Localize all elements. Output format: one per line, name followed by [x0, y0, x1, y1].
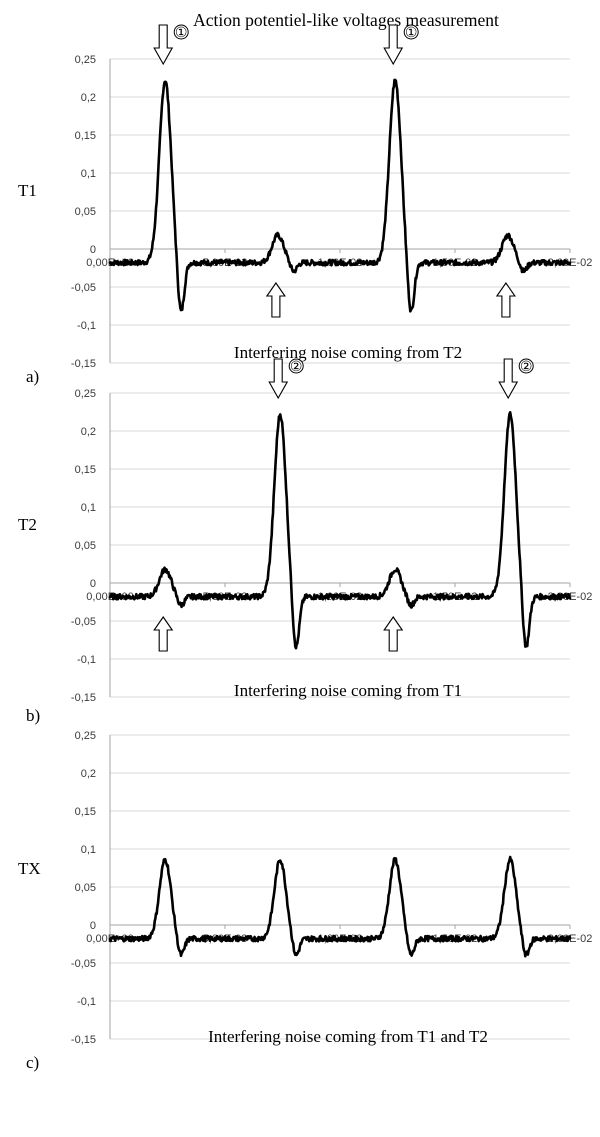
y-tick-label: -0,1 — [77, 320, 96, 332]
source-badge — [173, 24, 189, 40]
y-tick-label: -0,1 — [77, 654, 96, 666]
y-tick-label: 0,05 — [75, 206, 96, 218]
y-tick-label: 0,15 — [75, 130, 96, 142]
chart-panel-2: 0,250,20,150,10,050-0,05-0,1-0,150,00E+0… — [18, 358, 592, 725]
figure-title: Action potentiel-like voltages measureme… — [193, 10, 499, 30]
source-badge — [403, 24, 419, 40]
y-tick-label: 0,1 — [81, 844, 96, 856]
pulse-arrow-down — [498, 358, 519, 400]
noise-arrow-up — [265, 282, 286, 318]
chart-panel-1: 0,250,20,150,10,050-0,05-0,1-0,150,00E+0… — [18, 24, 592, 386]
source-badge — [518, 358, 534, 374]
pulse-arrow-down — [268, 358, 289, 400]
source-number: ② — [520, 360, 533, 375]
y-tick-label: -0,05 — [71, 958, 96, 970]
y-tick-label: -0,05 — [71, 282, 96, 294]
y-tick-label: 0,05 — [75, 540, 96, 552]
panel-label: b) — [26, 706, 40, 725]
source-badge — [288, 358, 304, 374]
panel-label: c) — [26, 1053, 39, 1072]
noise-annotation: Interfering noise coming from T1 and T2 — [208, 1027, 488, 1046]
y-tick-label: 0 — [90, 920, 96, 932]
y-tick-label: 0,1 — [81, 502, 96, 514]
source-number: ② — [290, 360, 303, 375]
y-tick-label: -0,1 — [77, 996, 96, 1008]
signal-trace — [108, 855, 572, 958]
noise-arrow-up — [383, 616, 404, 652]
panel-label: a) — [26, 367, 39, 386]
y-tick-label: -0,15 — [71, 358, 96, 370]
y-tick-label: 0 — [90, 578, 96, 590]
y-tick-label: -0,15 — [71, 692, 96, 704]
source-number: ① — [405, 26, 418, 41]
pulse-arrow-down — [153, 24, 174, 66]
source-number: ① — [175, 26, 188, 41]
y-axis-label: TX — [18, 859, 41, 878]
y-tick-label: 0,2 — [81, 426, 96, 438]
y-tick-label: 0,2 — [81, 92, 96, 104]
noise-annotation: Interfering noise coming from T1 — [234, 681, 462, 700]
y-tick-label: -0,05 — [71, 616, 96, 628]
y-tick-label: 0,25 — [75, 388, 96, 400]
y-tick-label: 0,15 — [75, 464, 96, 476]
y-tick-label: 0,25 — [75, 730, 96, 742]
pulse-arrow-down — [383, 24, 404, 66]
noise-arrow-up — [153, 616, 174, 652]
noise-arrow-up — [495, 282, 516, 318]
y-tick-label: 0 — [90, 244, 96, 256]
chart-panels: 0,250,20,150,10,050-0,05-0,1-0,150,00E+0… — [18, 24, 592, 1072]
y-tick-label: 0,2 — [81, 768, 96, 780]
signal-trace — [108, 78, 572, 313]
y-tick-label: 0,25 — [75, 54, 96, 66]
y-axis-label: T2 — [18, 515, 37, 534]
chart-panel-3: 0,250,20,150,10,050-0,05-0,1-0,150,00E+0… — [18, 730, 592, 1072]
signal-trace — [108, 411, 572, 650]
y-tick-label: 0,1 — [81, 168, 96, 180]
y-tick-label: 0,05 — [75, 882, 96, 894]
y-tick-label: -0,15 — [71, 1034, 96, 1046]
y-tick-label: 0,15 — [75, 806, 96, 818]
y-axis-label: T1 — [18, 181, 37, 200]
noise-annotation: Interfering noise coming from T2 — [234, 343, 462, 362]
